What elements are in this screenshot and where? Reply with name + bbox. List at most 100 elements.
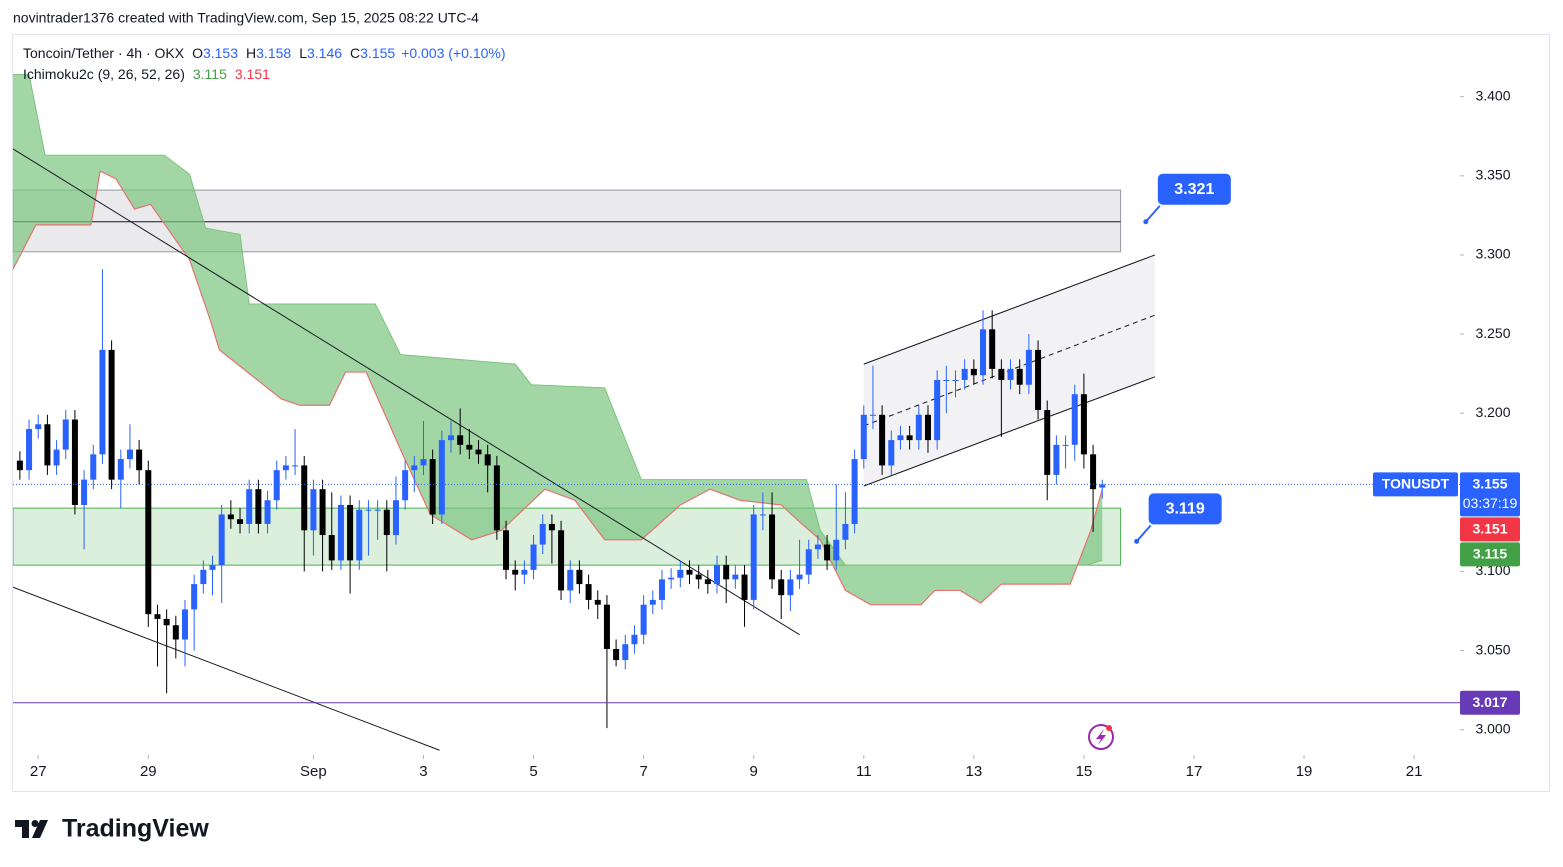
candle-body [1025, 349, 1032, 385]
candle-body [466, 444, 473, 450]
zone [13, 507, 1122, 566]
indicator-a: 3.115 [193, 66, 227, 82]
candle-body [292, 465, 299, 467]
candle-body [640, 604, 647, 635]
y-tick-label: 3.400 [1475, 87, 1510, 103]
symbol-badge-label: TONUSDT [1382, 476, 1450, 492]
candle-body [383, 509, 390, 536]
candle-body [126, 449, 133, 460]
candle-body [136, 449, 143, 471]
candle-body [915, 414, 922, 441]
candle-body [989, 329, 996, 369]
candle-body [402, 470, 409, 501]
channel-top [863, 254, 1156, 365]
x-tick-label: 19 [1296, 763, 1313, 780]
candle-body [888, 440, 895, 466]
candle-body [860, 414, 867, 460]
candle-body [631, 634, 638, 645]
x-tick-label: 7 [639, 763, 647, 780]
alert-ring [1088, 724, 1114, 750]
candle-body [1090, 454, 1097, 490]
candle-body [200, 569, 207, 585]
l-label: L [299, 45, 307, 61]
legend: Toncoin/Tether · 4h · OKX O3.153 H3.158 L3.… [23, 45, 506, 61]
candle-body [714, 565, 721, 585]
candle-body [539, 523, 546, 545]
candle-body [906, 435, 913, 441]
candle-body [576, 569, 583, 585]
candle-body [558, 530, 565, 591]
callout-tip [1143, 219, 1149, 225]
candle-body [328, 535, 335, 561]
candle-body [686, 569, 693, 575]
candle-body [603, 604, 610, 649]
candle-body [503, 530, 510, 570]
candle-body [475, 449, 482, 455]
candle-body [934, 379, 941, 441]
candle-body [622, 644, 629, 661]
candle-body [677, 569, 684, 578]
candle-body [493, 465, 500, 531]
candle-body [44, 424, 51, 466]
candle-body [548, 523, 555, 531]
candle-body [732, 574, 739, 580]
x-tick-label: 11 [856, 763, 872, 780]
candle-body [613, 648, 620, 661]
cloud-fill [13, 74, 1103, 605]
candle-body [897, 435, 904, 441]
candle-body [374, 509, 381, 511]
alert-dot [1106, 725, 1112, 731]
h-label: H [246, 45, 256, 61]
callout-label: 3.119 [1166, 501, 1205, 518]
candle-body [218, 514, 225, 566]
candle-body [585, 584, 592, 600]
candle-body [26, 429, 33, 471]
alert-icon[interactable] [1088, 724, 1114, 750]
candle-body [1016, 368, 1023, 385]
candle-body [695, 574, 702, 580]
candle-body [246, 489, 253, 524]
candle-body [191, 584, 198, 610]
x-tick-label: 27 [30, 763, 47, 780]
symbol: Toncoin/Tether · 4h · OKX [23, 45, 185, 61]
x-tick-label: 3 [419, 763, 427, 780]
candle-body [970, 368, 977, 376]
x-tick-label: 21 [1406, 763, 1423, 780]
x-tick-label: 9 [750, 763, 758, 780]
span-b [13, 170, 1103, 606]
candle-body [512, 569, 519, 575]
candle-body [264, 500, 271, 524]
candle-body [980, 329, 987, 376]
overlay: 3.3213.1193.0003.0503.1003.1503.2003.250… [30, 87, 1520, 780]
candle-body [530, 544, 537, 570]
candle-body [108, 349, 115, 480]
candle-body [154, 614, 161, 619]
candle-body [484, 454, 491, 466]
candle-body [805, 549, 812, 575]
candle-body [594, 599, 601, 605]
y-tick-label: 3.250 [1475, 325, 1510, 341]
candle-body [237, 519, 244, 524]
o-label: O [192, 45, 203, 61]
low-value: 3.146 [307, 45, 342, 61]
candle-body [1053, 444, 1060, 475]
candle-body [943, 379, 950, 381]
candle-body [62, 419, 69, 450]
open-value: 3.153 [203, 45, 238, 61]
y-tick-label: 3.050 [1475, 641, 1510, 657]
callout-box [1148, 493, 1222, 525]
candle-body [1071, 394, 1078, 445]
candle-body [851, 459, 858, 524]
price-badge [1460, 542, 1520, 567]
candle-body [209, 565, 216, 570]
price-badge-label: 3.151 [1472, 521, 1507, 537]
candle-body [750, 514, 757, 600]
close-value: 3.155 [360, 45, 395, 61]
candle-body [392, 500, 399, 536]
indicator-legend: Ichimoku2c (9, 26, 52, 26) 3.115 3.151 [23, 66, 270, 82]
candle-body [521, 569, 528, 575]
candle-body [658, 579, 665, 600]
callout-box [1157, 173, 1231, 205]
candle-body [998, 368, 1005, 380]
logo-part [32, 820, 48, 838]
